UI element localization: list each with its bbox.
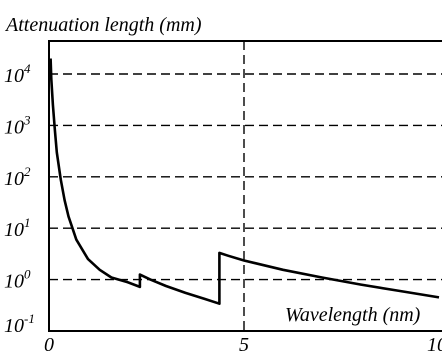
x-tick-labels: 0 5 10 [44, 334, 442, 354]
y-tick-label: 103 [4, 112, 31, 138]
x-tick-label: 5 [239, 334, 249, 354]
y-tick-label: 100 [4, 267, 31, 293]
x-tick-label: 10 [427, 334, 442, 354]
x-axis-label-backdrop [280, 299, 441, 327]
grid-lines [49, 41, 442, 331]
plot-frame [48, 40, 442, 332]
x-axis-label: Wavelength (nm) [285, 304, 421, 326]
x-tick-label: 0 [44, 334, 54, 354]
y-tick-label: 104 [4, 61, 31, 87]
y-tick-label: 10-1 [4, 311, 35, 337]
y-tick-label: 102 [4, 164, 31, 190]
series-line [49, 58, 440, 305]
y-axis-label: Attenuation length (mm) [4, 14, 202, 36]
y-tick-labels: 10-1 100 101 102 103 104 [4, 61, 35, 337]
y-tick-label: 101 [4, 215, 31, 241]
